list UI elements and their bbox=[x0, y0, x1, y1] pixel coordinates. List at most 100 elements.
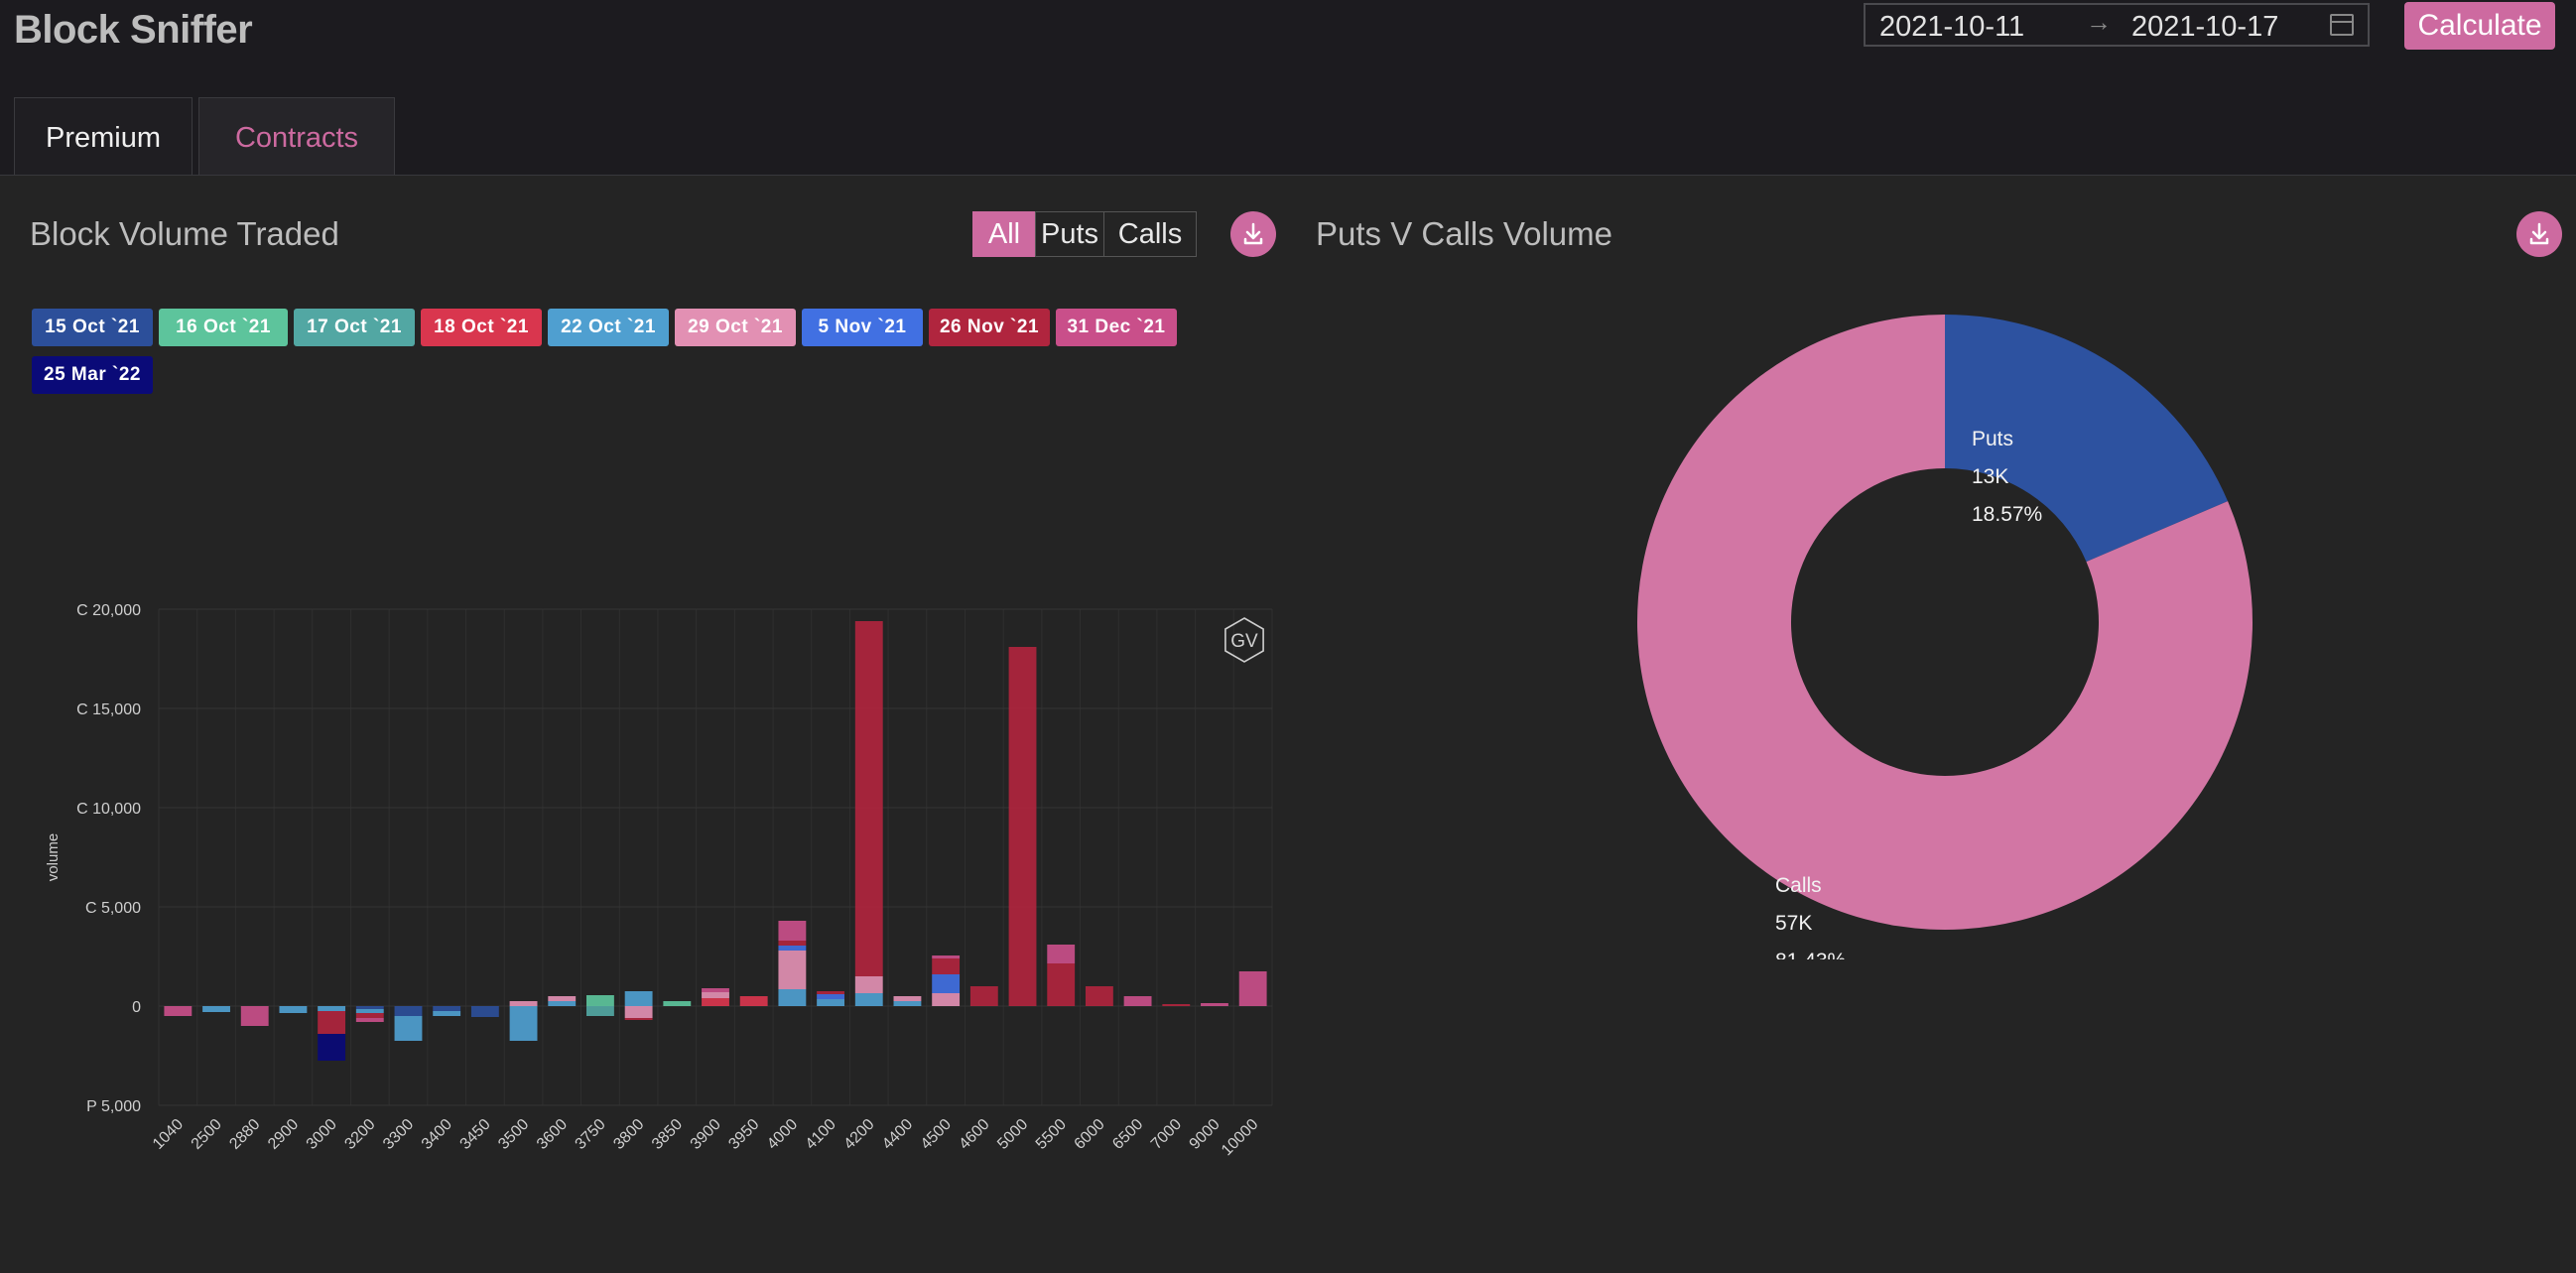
bar-segment[interactable] bbox=[318, 1034, 346, 1061]
bar-segment[interactable] bbox=[854, 993, 883, 1006]
bar-segment[interactable] bbox=[702, 988, 729, 992]
bar-segment[interactable] bbox=[394, 1016, 423, 1041]
bar-segment[interactable] bbox=[279, 1006, 308, 1013]
x-tick-label: 3850 bbox=[649, 1116, 686, 1153]
x-tick-label: 2900 bbox=[265, 1116, 302, 1153]
bar-segment[interactable] bbox=[355, 1006, 384, 1009]
bar-segment[interactable] bbox=[702, 992, 729, 998]
bar-segment[interactable] bbox=[778, 946, 807, 951]
filter-all-button[interactable]: All bbox=[972, 211, 1036, 257]
filter-puts-button[interactable]: Puts bbox=[1035, 211, 1104, 257]
x-tick-label: 3800 bbox=[610, 1116, 647, 1153]
start-date-input[interactable]: 2021-10-11 bbox=[1879, 11, 2025, 43]
bar-segment[interactable] bbox=[1047, 963, 1076, 1006]
x-tick-label: 10000 bbox=[1219, 1116, 1262, 1160]
bar-segment[interactable] bbox=[854, 621, 883, 976]
legend-item[interactable]: 29 Oct `21 bbox=[675, 309, 796, 346]
bar-segment[interactable] bbox=[778, 951, 807, 989]
x-tick-label: 4600 bbox=[956, 1116, 992, 1153]
x-tick-label: 3300 bbox=[380, 1116, 417, 1153]
x-tick-label: 5500 bbox=[1033, 1116, 1070, 1153]
bar-segment[interactable] bbox=[1047, 945, 1076, 963]
donut-slice-calls[interactable] bbox=[1637, 314, 2253, 930]
bar-segment[interactable] bbox=[932, 974, 961, 993]
donut-label: 18.57% bbox=[1972, 503, 2042, 526]
bar-segment[interactable] bbox=[509, 1006, 538, 1041]
bar-segment[interactable] bbox=[624, 1018, 653, 1020]
legend-item[interactable]: 15 Oct `21 bbox=[32, 309, 153, 346]
x-tick-label: 6500 bbox=[1109, 1116, 1146, 1153]
y-tick-label: C 5,000 bbox=[85, 900, 141, 917]
bar-segment[interactable] bbox=[355, 1009, 384, 1013]
bar-segment[interactable] bbox=[932, 958, 961, 974]
bar-segment[interactable] bbox=[240, 1006, 269, 1026]
legend-item[interactable]: 31 Dec `21 bbox=[1056, 309, 1177, 346]
bar-segment[interactable] bbox=[893, 1001, 922, 1006]
download-bar-chart-button[interactable] bbox=[1230, 211, 1276, 257]
bar-segment[interactable] bbox=[202, 1006, 230, 1012]
filter-calls-button[interactable]: Calls bbox=[1103, 211, 1197, 257]
donut-label: 81.43% bbox=[1775, 950, 1846, 959]
bar-segment[interactable] bbox=[854, 976, 883, 993]
legend-item[interactable]: 18 Oct `21 bbox=[421, 309, 542, 346]
bar-segment[interactable] bbox=[778, 921, 807, 941]
x-tick-label: 2500 bbox=[189, 1116, 225, 1153]
calendar-icon[interactable] bbox=[2330, 14, 2354, 36]
bar-segment[interactable] bbox=[470, 1006, 499, 1017]
bar-segment[interactable] bbox=[394, 1006, 423, 1016]
bar-segment[interactable] bbox=[624, 1006, 653, 1018]
download-donut-button[interactable] bbox=[2516, 211, 2562, 257]
bar-segment[interactable] bbox=[548, 996, 577, 1001]
bar-segment[interactable] bbox=[433, 1011, 461, 1016]
bar-segment[interactable] bbox=[586, 1006, 614, 1016]
legend-item[interactable]: 16 Oct `21 bbox=[159, 309, 288, 346]
legend-item[interactable]: 5 Nov `21 bbox=[802, 309, 923, 346]
bar-segment[interactable] bbox=[164, 1006, 193, 1016]
bar-segment[interactable] bbox=[702, 998, 729, 1006]
bar-segment[interactable] bbox=[624, 991, 653, 1006]
bar-segment[interactable] bbox=[778, 941, 807, 946]
bar-segment[interactable] bbox=[932, 993, 961, 1006]
bar-segment[interactable] bbox=[1201, 1003, 1228, 1006]
bar-segment[interactable] bbox=[509, 1001, 538, 1006]
puts-calls-donut-chart: Puts 13K 18.57% Calls 57K 81.43% bbox=[1637, 314, 2253, 959]
legend-item[interactable]: 22 Oct `21 bbox=[548, 309, 669, 346]
legend-item[interactable]: 26 Nov `21 bbox=[929, 309, 1050, 346]
bar-segment[interactable] bbox=[969, 986, 998, 1006]
bar-segment[interactable] bbox=[817, 991, 844, 994]
tab-premium[interactable]: Premium bbox=[14, 97, 193, 175]
watermark-text: GV bbox=[1230, 631, 1258, 652]
bar-segment[interactable] bbox=[355, 1018, 384, 1022]
legend-item[interactable]: 17 Oct `21 bbox=[294, 309, 415, 346]
bar-segment[interactable] bbox=[778, 989, 807, 1006]
bar-segment[interactable] bbox=[318, 1011, 346, 1034]
bar-segment[interactable] bbox=[1008, 647, 1037, 1006]
bar-segment[interactable] bbox=[893, 996, 922, 1001]
legend-item[interactable]: 25 Mar `22 bbox=[32, 356, 153, 394]
bar-segment[interactable] bbox=[817, 994, 844, 999]
bar-segment[interactable] bbox=[318, 1006, 346, 1011]
bar-segment[interactable] bbox=[1162, 1004, 1191, 1006]
calculate-button[interactable]: Calculate bbox=[2404, 2, 2555, 50]
bar-segment[interactable] bbox=[663, 1001, 692, 1006]
bar-segment[interactable] bbox=[433, 1006, 461, 1011]
end-date-input[interactable]: 2021-10-17 bbox=[2131, 11, 2279, 43]
bar-segment[interactable] bbox=[932, 955, 961, 958]
bar-segment[interactable] bbox=[1085, 986, 1113, 1006]
bar-segment[interactable] bbox=[1238, 971, 1267, 1006]
bar-segment[interactable] bbox=[586, 995, 614, 1006]
tab-contracts[interactable]: Contracts bbox=[198, 97, 395, 175]
bar-segment[interactable] bbox=[739, 996, 768, 1006]
date-range-picker[interactable]: 2021-10-11 → 2021-10-17 bbox=[1864, 3, 2370, 47]
donut-slice-puts[interactable] bbox=[1945, 315, 2229, 563]
y-tick-label: C 15,000 bbox=[76, 701, 141, 718]
x-tick-label: 6000 bbox=[1072, 1116, 1108, 1153]
bar-segment[interactable] bbox=[548, 1001, 577, 1006]
y-tick-label: 0 bbox=[132, 999, 141, 1016]
x-tick-label: 3600 bbox=[534, 1116, 571, 1153]
bar-segment[interactable] bbox=[355, 1013, 384, 1018]
donut-label: 13K bbox=[1972, 465, 2008, 488]
bar-segment[interactable] bbox=[1123, 996, 1152, 1006]
block-volume-title: Block Volume Traded bbox=[30, 215, 339, 252]
bar-segment[interactable] bbox=[817, 999, 844, 1006]
